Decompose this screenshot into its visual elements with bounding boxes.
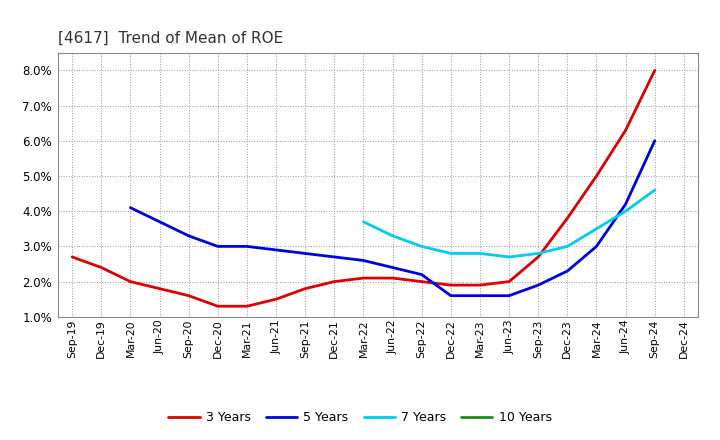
Text: [4617]  Trend of Mean of ROE: [4617] Trend of Mean of ROE [58, 31, 283, 46]
5 Years [301, 251, 310, 256]
3 Years [476, 282, 485, 288]
3 Years [68, 254, 76, 260]
7 Years [563, 244, 572, 249]
3 Years [359, 275, 368, 281]
3 Years [592, 173, 600, 179]
5 Years [592, 244, 600, 249]
3 Years [243, 304, 251, 309]
Line: 3 Years: 3 Years [72, 70, 654, 306]
7 Years [388, 233, 397, 238]
3 Years [156, 286, 164, 291]
3 Years [184, 293, 193, 298]
5 Years [563, 268, 572, 274]
3 Years [330, 279, 338, 284]
3 Years [534, 254, 543, 260]
Line: 7 Years: 7 Years [364, 190, 654, 257]
5 Years [505, 293, 513, 298]
5 Years [621, 202, 630, 207]
3 Years [388, 275, 397, 281]
3 Years [271, 297, 280, 302]
7 Years [650, 187, 659, 193]
5 Years [184, 233, 193, 238]
5 Years [156, 219, 164, 224]
3 Years [418, 279, 426, 284]
3 Years [621, 128, 630, 133]
3 Years [301, 286, 310, 291]
7 Years [418, 244, 426, 249]
7 Years [592, 226, 600, 231]
3 Years [126, 279, 135, 284]
5 Years [446, 293, 455, 298]
5 Years [534, 282, 543, 288]
5 Years [243, 244, 251, 249]
7 Years [534, 251, 543, 256]
5 Years [359, 258, 368, 263]
5 Years [330, 254, 338, 260]
7 Years [476, 251, 485, 256]
5 Years [213, 244, 222, 249]
5 Years [650, 138, 659, 143]
5 Years [418, 272, 426, 277]
3 Years [563, 216, 572, 221]
7 Years [505, 254, 513, 260]
5 Years [271, 247, 280, 253]
7 Years [446, 251, 455, 256]
Legend: 3 Years, 5 Years, 7 Years, 10 Years: 3 Years, 5 Years, 7 Years, 10 Years [163, 407, 557, 429]
3 Years [213, 304, 222, 309]
5 Years [476, 293, 485, 298]
3 Years [446, 282, 455, 288]
7 Years [359, 219, 368, 224]
5 Years [388, 265, 397, 270]
3 Years [505, 279, 513, 284]
3 Years [97, 265, 106, 270]
5 Years [126, 205, 135, 210]
Line: 5 Years: 5 Years [130, 141, 654, 296]
3 Years [650, 68, 659, 73]
7 Years [621, 209, 630, 214]
